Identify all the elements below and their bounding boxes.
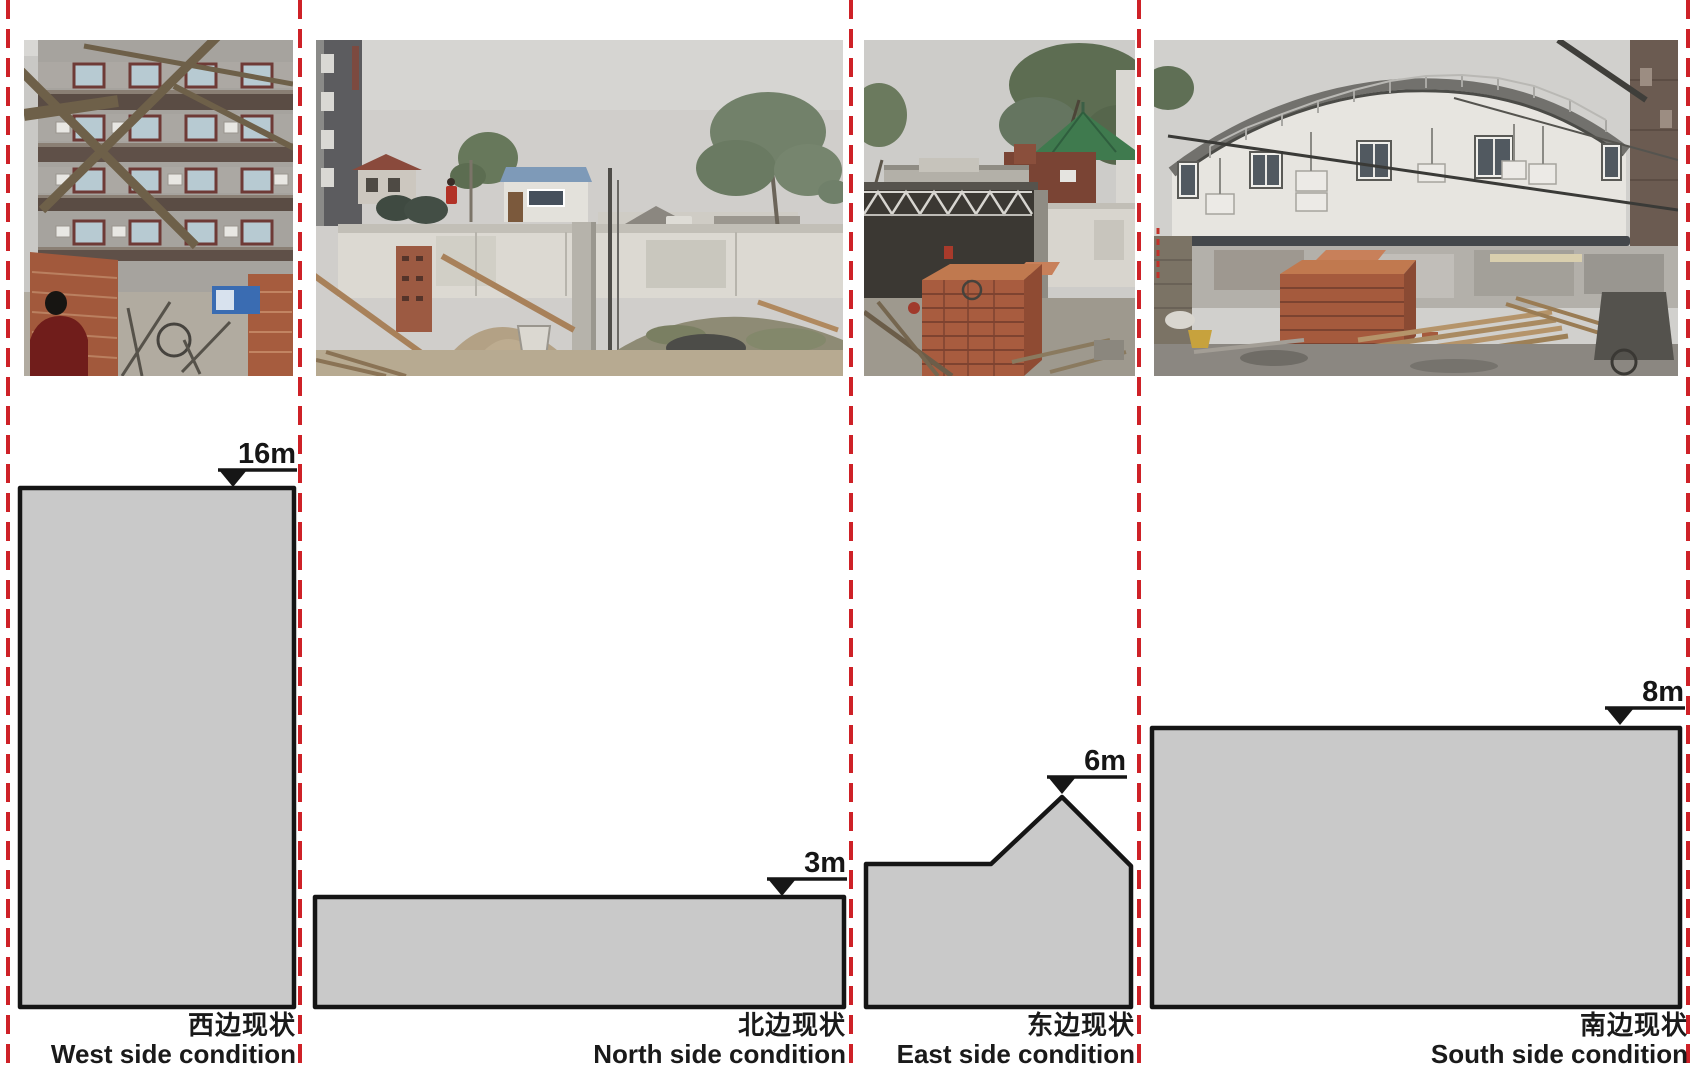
trees-mid (450, 132, 518, 189)
height-marker-south-icon (1606, 708, 1634, 725)
height-label-north: 3m (804, 847, 846, 879)
guide-line-3 (849, 0, 853, 1073)
scattered-lumber (864, 279, 1127, 376)
base-beam (1168, 236, 1630, 246)
ac-units (55, 121, 289, 238)
height-marker-east-icon (1048, 777, 1076, 794)
timber-poles (316, 253, 839, 365)
cart-wheel (156, 322, 192, 358)
height-marker-north: 3m (767, 847, 847, 896)
caption-north: 北边现状 North side condition (593, 1010, 846, 1070)
height-marker-north-icon (768, 879, 796, 896)
yellow-bucket (1188, 330, 1212, 348)
caption-south: 南边现状 South side condition (1430, 1010, 1688, 1070)
photo-east-side (864, 40, 1135, 376)
white-building (1168, 73, 1630, 246)
caption-north-zh: 北边现状 (737, 1010, 846, 1040)
height-label-east: 6m (1084, 745, 1126, 777)
debris-foreground (1154, 292, 1678, 376)
guide-line-2 (298, 0, 302, 1073)
brick-stack (922, 262, 1060, 376)
caption-west-en: West side condition (50, 1039, 296, 1070)
caption-north-en: North side condition (593, 1039, 846, 1070)
blue-roof-shack (500, 167, 592, 222)
green-pyramid-roof (1032, 102, 1135, 160)
brick-pillar (396, 246, 432, 332)
height-label-south: 8m (1642, 676, 1684, 708)
caption-east-en: East side condition (896, 1039, 1135, 1070)
height-marker-west-icon (219, 470, 247, 487)
large-tree-right (696, 92, 843, 231)
foreground-dirt (316, 350, 843, 376)
plank-shelf (1490, 254, 1582, 262)
conduits (1219, 124, 1544, 194)
massing-west (17, 485, 297, 1010)
caption-east: 东边现状 East side condition (896, 1010, 1135, 1070)
tarp-dome (404, 196, 448, 224)
dark-building-right (1630, 40, 1678, 246)
worker-figure (30, 291, 88, 376)
caption-west-zh: 西边现状 (187, 1010, 296, 1040)
worker-figure (446, 178, 457, 204)
photo-north-side (316, 40, 843, 376)
height-marker-west: 16m (218, 438, 297, 487)
photo-south-side (1154, 40, 1678, 376)
tree-corner (1154, 66, 1194, 110)
white-sack (1165, 311, 1195, 329)
windows (1177, 135, 1622, 199)
red-figure (944, 246, 953, 259)
guide-line-4 (1137, 0, 1141, 1073)
guide-line-5 (1686, 0, 1690, 1073)
steel-trusses (24, 40, 293, 250)
caption-east-zh: 东边现状 (1026, 1010, 1135, 1040)
caption-west: 西边现状 West side condition (50, 1010, 296, 1070)
white-wall-right (1048, 203, 1135, 287)
cables (1167, 40, 1678, 212)
caption-south-zh: 南边现状 (1579, 1010, 1688, 1040)
height-marker-south: 8m (1605, 676, 1685, 725)
tall-building-left (316, 40, 362, 226)
guide-line-1 (6, 0, 10, 1073)
massing-north (312, 894, 847, 1010)
massing-south (1149, 725, 1683, 1010)
massing-east (863, 794, 1134, 1010)
photo-west-side (24, 40, 293, 376)
height-marker-east: 6m (1047, 745, 1127, 794)
height-label-west: 16m (238, 438, 296, 470)
roof-railing (1209, 73, 1607, 158)
caption-south-en: South side condition (1430, 1039, 1688, 1070)
